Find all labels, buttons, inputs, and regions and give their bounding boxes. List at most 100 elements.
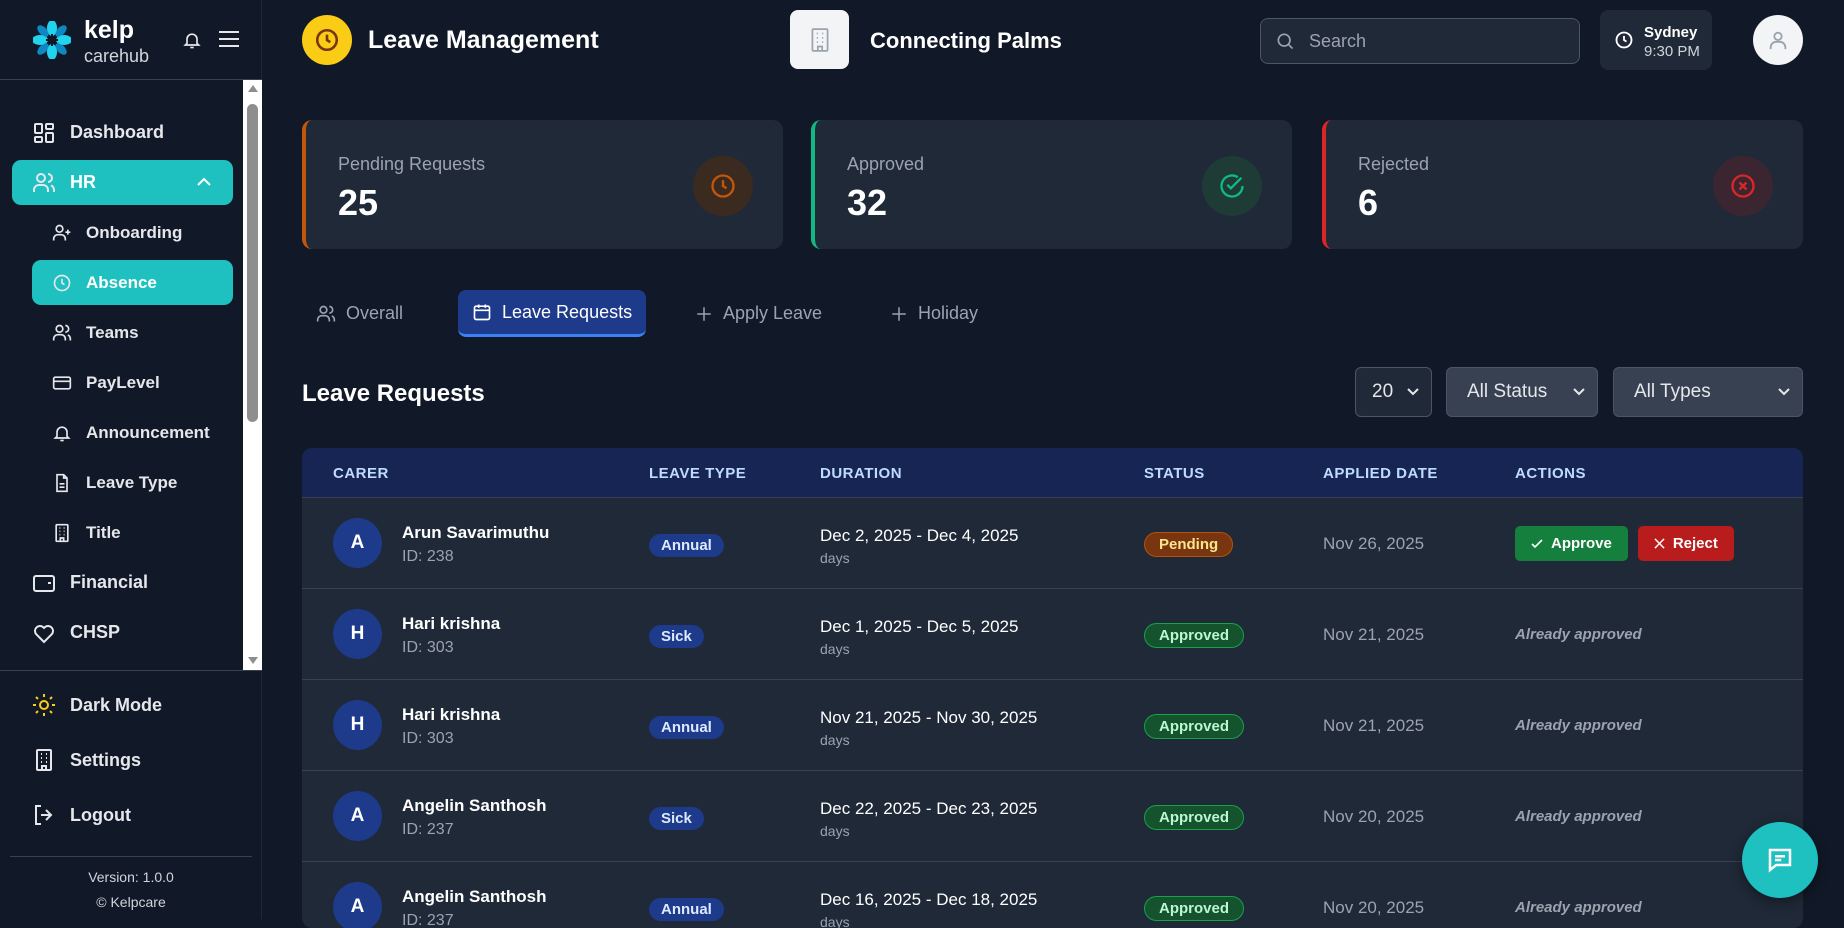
chat-button[interactable] <box>1742 822 1818 898</box>
reject-label: Reject <box>1672 535 1718 552</box>
dark-mode-toggle[interactable]: Dark Mode <box>32 693 162 717</box>
leave-type-badge: Annual <box>649 534 724 557</box>
applied-date: Nov 21, 2025 <box>1323 625 1425 644</box>
sidebar-item-absence[interactable]: Absence <box>32 260 233 305</box>
sidebar-item-hr[interactable]: HR <box>12 160 233 205</box>
building-icon <box>52 523 72 543</box>
row-actions: Approve Reject <box>1515 526 1734 561</box>
table-row: H Hari krishna ID: 303 Annual Nov 21, 20… <box>302 680 1803 771</box>
sidebar-item-financial[interactable]: Financial <box>12 560 233 605</box>
divider <box>0 670 262 671</box>
page-size-select[interactable]: 20 <box>1355 367 1432 417</box>
chevron-down-icon <box>1573 388 1585 396</box>
duration-days: days <box>820 550 850 566</box>
avatar: A <box>333 518 382 568</box>
settings-link[interactable]: Settings <box>32 748 141 772</box>
table-header: CARER LEAVE TYPE DURATION STATUS APPLIED DAT… <box>302 448 1803 498</box>
tab-overall[interactable]: Overall <box>302 290 417 337</box>
status-filter-select[interactable]: All Status <box>1446 367 1598 417</box>
chevron-up-icon <box>197 177 211 186</box>
stat-label: Approved <box>847 154 925 174</box>
sidebar-item-title[interactable]: Title <box>32 510 233 555</box>
timezone-city: Sydney <box>1644 24 1698 41</box>
column-header: LEAVE TYPE <box>649 465 747 482</box>
tab-holiday[interactable]: Holiday <box>876 290 992 337</box>
approve-button[interactable]: Approve <box>1515 526 1628 561</box>
leave-type-badge: Annual <box>649 898 724 921</box>
scrollbar-thumb[interactable] <box>247 104 258 422</box>
action-note: Already approved <box>1515 717 1642 734</box>
divider <box>10 856 252 857</box>
stat-card-approved: Approved 32 <box>811 120 1292 249</box>
reject-button[interactable]: Reject <box>1637 526 1734 561</box>
tab-label: Leave Requests <box>502 301 633 322</box>
leave-type-badge: Annual <box>649 716 724 739</box>
sidebar-item-label: Absence <box>86 272 157 292</box>
sidebar-item-onboarding[interactable]: Onboarding <box>32 210 233 255</box>
brand-name: kelp <box>84 16 135 44</box>
sun-icon <box>32 693 56 717</box>
duration: Dec 22, 2025 - Dec 23, 2025 <box>820 799 1038 818</box>
scroll-up-arrow-icon[interactable] <box>248 85 258 92</box>
copyright-text: © Kelpcare <box>96 894 166 910</box>
leave-requests-table: CARER LEAVE TYPE DURATION STATUS APPLIED DAT… <box>302 448 1803 928</box>
approve-label: Approve <box>1551 535 1612 552</box>
dark-mode-label: Dark Mode <box>70 694 163 715</box>
page-size-value: 20 <box>1372 381 1394 402</box>
table-row: A Angelin Santhosh ID: 237 Sick Dec 22, … <box>302 771 1803 862</box>
wallet-icon <box>32 571 56 595</box>
kelp-logo-icon <box>33 21 71 59</box>
duration-days: days <box>820 914 850 928</box>
sidebar: kelp carehub Dashboard HR Onboarding Abs… <box>0 0 262 919</box>
tab-apply-leave[interactable]: Apply Leave <box>681 290 836 337</box>
plus-icon <box>890 305 908 323</box>
logout-label: Logout <box>70 804 131 825</box>
status-filter-value: All Status <box>1467 381 1548 402</box>
sidebar-item-teams[interactable]: Teams <box>32 310 233 355</box>
applied-date: Nov 26, 2025 <box>1323 534 1425 553</box>
stat-value: 25 <box>338 182 379 223</box>
sidebar-item-label: Teams <box>86 322 139 342</box>
logout-icon <box>32 803 56 827</box>
tab-label: Overall <box>346 303 404 323</box>
chat-icon <box>1765 845 1795 875</box>
sidebar-item-label: PayLevel <box>86 372 160 392</box>
logout-link[interactable]: Logout <box>32 803 131 827</box>
table-row: A Arun Savarimuthu ID: 238 Annual Dec 2,… <box>302 498 1803 589</box>
action-note: Already approved <box>1515 626 1642 643</box>
sidebar-item-label: Onboarding <box>86 222 183 242</box>
applied-date: Nov 20, 2025 <box>1323 898 1425 917</box>
column-header: ACTIONS <box>1515 465 1586 482</box>
sidebar-item-paylevel[interactable]: PayLevel <box>32 360 233 405</box>
sidebar-item-chsp[interactable]: CHSP <box>12 610 233 655</box>
duration: Nov 21, 2025 - Nov 30, 2025 <box>820 708 1038 727</box>
bell-icon[interactable] <box>182 29 202 51</box>
sidebar-item-dashboard[interactable]: Dashboard <box>12 110 233 155</box>
sidebar-item-announcement[interactable]: Announcement <box>32 410 233 455</box>
sidebar-item-label: Financial <box>70 572 149 592</box>
settings-label: Settings <box>70 749 142 770</box>
sidebar-item-label: Dashboard <box>70 122 165 142</box>
timezone-display[interactable]: Sydney 9:30 PM <box>1600 10 1712 70</box>
tab-leave-requests[interactable]: Leave Requests <box>458 290 647 337</box>
menu-icon[interactable] <box>218 29 240 49</box>
version-text: Version: 1.0.0 <box>88 869 174 885</box>
building-icon <box>32 748 56 772</box>
user-plus-icon <box>52 223 72 243</box>
action-note: Already approved <box>1515 899 1642 916</box>
dashboard-icon <box>32 121 56 145</box>
avatar[interactable] <box>1753 15 1803 65</box>
bell-icon <box>52 423 72 443</box>
check-circle-icon <box>1202 156 1262 216</box>
carer-name: Hari krishna <box>402 614 501 633</box>
leave-type-badge: Sick <box>649 807 704 830</box>
scroll-down-arrow-icon[interactable] <box>248 657 258 664</box>
carer-id: ID: 237 <box>402 821 454 838</box>
status-badge: Approved <box>1144 623 1245 648</box>
file-icon <box>52 473 72 493</box>
sidebar-item-leave-type[interactable]: Leave Type <box>32 460 233 505</box>
tab-label: Holiday <box>918 303 979 323</box>
carer-id: ID: 237 <box>402 912 454 928</box>
search-input[interactable]: Search <box>1260 18 1580 64</box>
type-filter-select[interactable]: All Types <box>1613 367 1803 417</box>
